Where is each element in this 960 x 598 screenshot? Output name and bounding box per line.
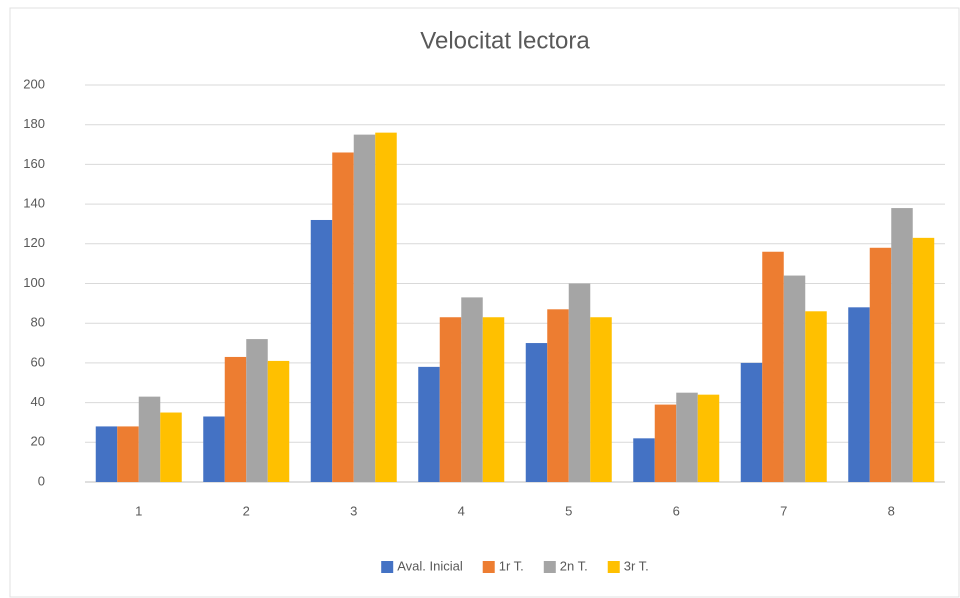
bar xyxy=(482,317,505,482)
bar xyxy=(525,343,548,482)
legend-swatch xyxy=(381,561,394,573)
y-tick-label: 40 xyxy=(31,394,45,409)
bar xyxy=(697,394,720,482)
y-tick-label: 140 xyxy=(23,196,45,211)
bar xyxy=(676,392,698,482)
bar xyxy=(461,297,483,482)
bar xyxy=(783,275,806,482)
legend-swatch xyxy=(607,561,620,573)
bar xyxy=(654,404,677,482)
bar xyxy=(740,362,763,482)
y-tick-label: 60 xyxy=(31,354,45,369)
chart-title: Velocitat lectora xyxy=(420,27,590,54)
y-tick-label: 0 xyxy=(38,473,45,488)
bar xyxy=(203,416,225,482)
bar xyxy=(547,309,569,482)
bar xyxy=(891,208,913,482)
x-tick-label: 4 xyxy=(458,503,465,518)
bar xyxy=(805,311,827,482)
bar xyxy=(912,237,935,482)
y-tick-label: 120 xyxy=(23,235,45,250)
bar xyxy=(568,283,591,482)
x-tick-label: 2 xyxy=(243,503,250,518)
x-tick-label: 1 xyxy=(135,503,142,518)
bar xyxy=(633,438,655,482)
y-tick-label: 160 xyxy=(23,156,45,171)
bar xyxy=(439,317,462,482)
legend-label: Aval. Inicial xyxy=(397,558,463,573)
bar xyxy=(95,426,118,482)
bar xyxy=(246,339,268,482)
y-tick-label: 180 xyxy=(23,116,45,131)
bar xyxy=(160,412,182,482)
bar xyxy=(353,134,376,482)
bar xyxy=(267,360,290,482)
legend-swatch xyxy=(482,561,495,573)
x-tick-label: 3 xyxy=(350,503,357,518)
bar xyxy=(418,366,440,482)
legend-swatch xyxy=(543,561,556,573)
bar xyxy=(375,132,397,482)
x-tick-label: 7 xyxy=(780,503,787,518)
bar xyxy=(762,251,784,482)
bar xyxy=(590,317,612,482)
legend-label: 1r T. xyxy=(499,558,524,573)
legend-label: 2n T. xyxy=(560,558,588,573)
chart-border xyxy=(9,7,960,598)
bar xyxy=(332,152,354,483)
bar xyxy=(117,426,139,482)
x-tick-label: 6 xyxy=(673,503,680,518)
bar xyxy=(138,396,161,482)
x-tick-label: 5 xyxy=(565,503,572,518)
bar xyxy=(224,356,247,482)
y-tick-label: 20 xyxy=(31,434,45,449)
bar xyxy=(848,307,870,482)
y-tick-label: 100 xyxy=(23,275,45,290)
x-tick-label: 8 xyxy=(888,503,895,518)
y-tick-label: 200 xyxy=(23,76,45,91)
bar xyxy=(869,247,892,482)
bar xyxy=(310,219,333,483)
legend-label: 3r T. xyxy=(624,558,649,573)
y-tick-label: 80 xyxy=(31,315,45,330)
